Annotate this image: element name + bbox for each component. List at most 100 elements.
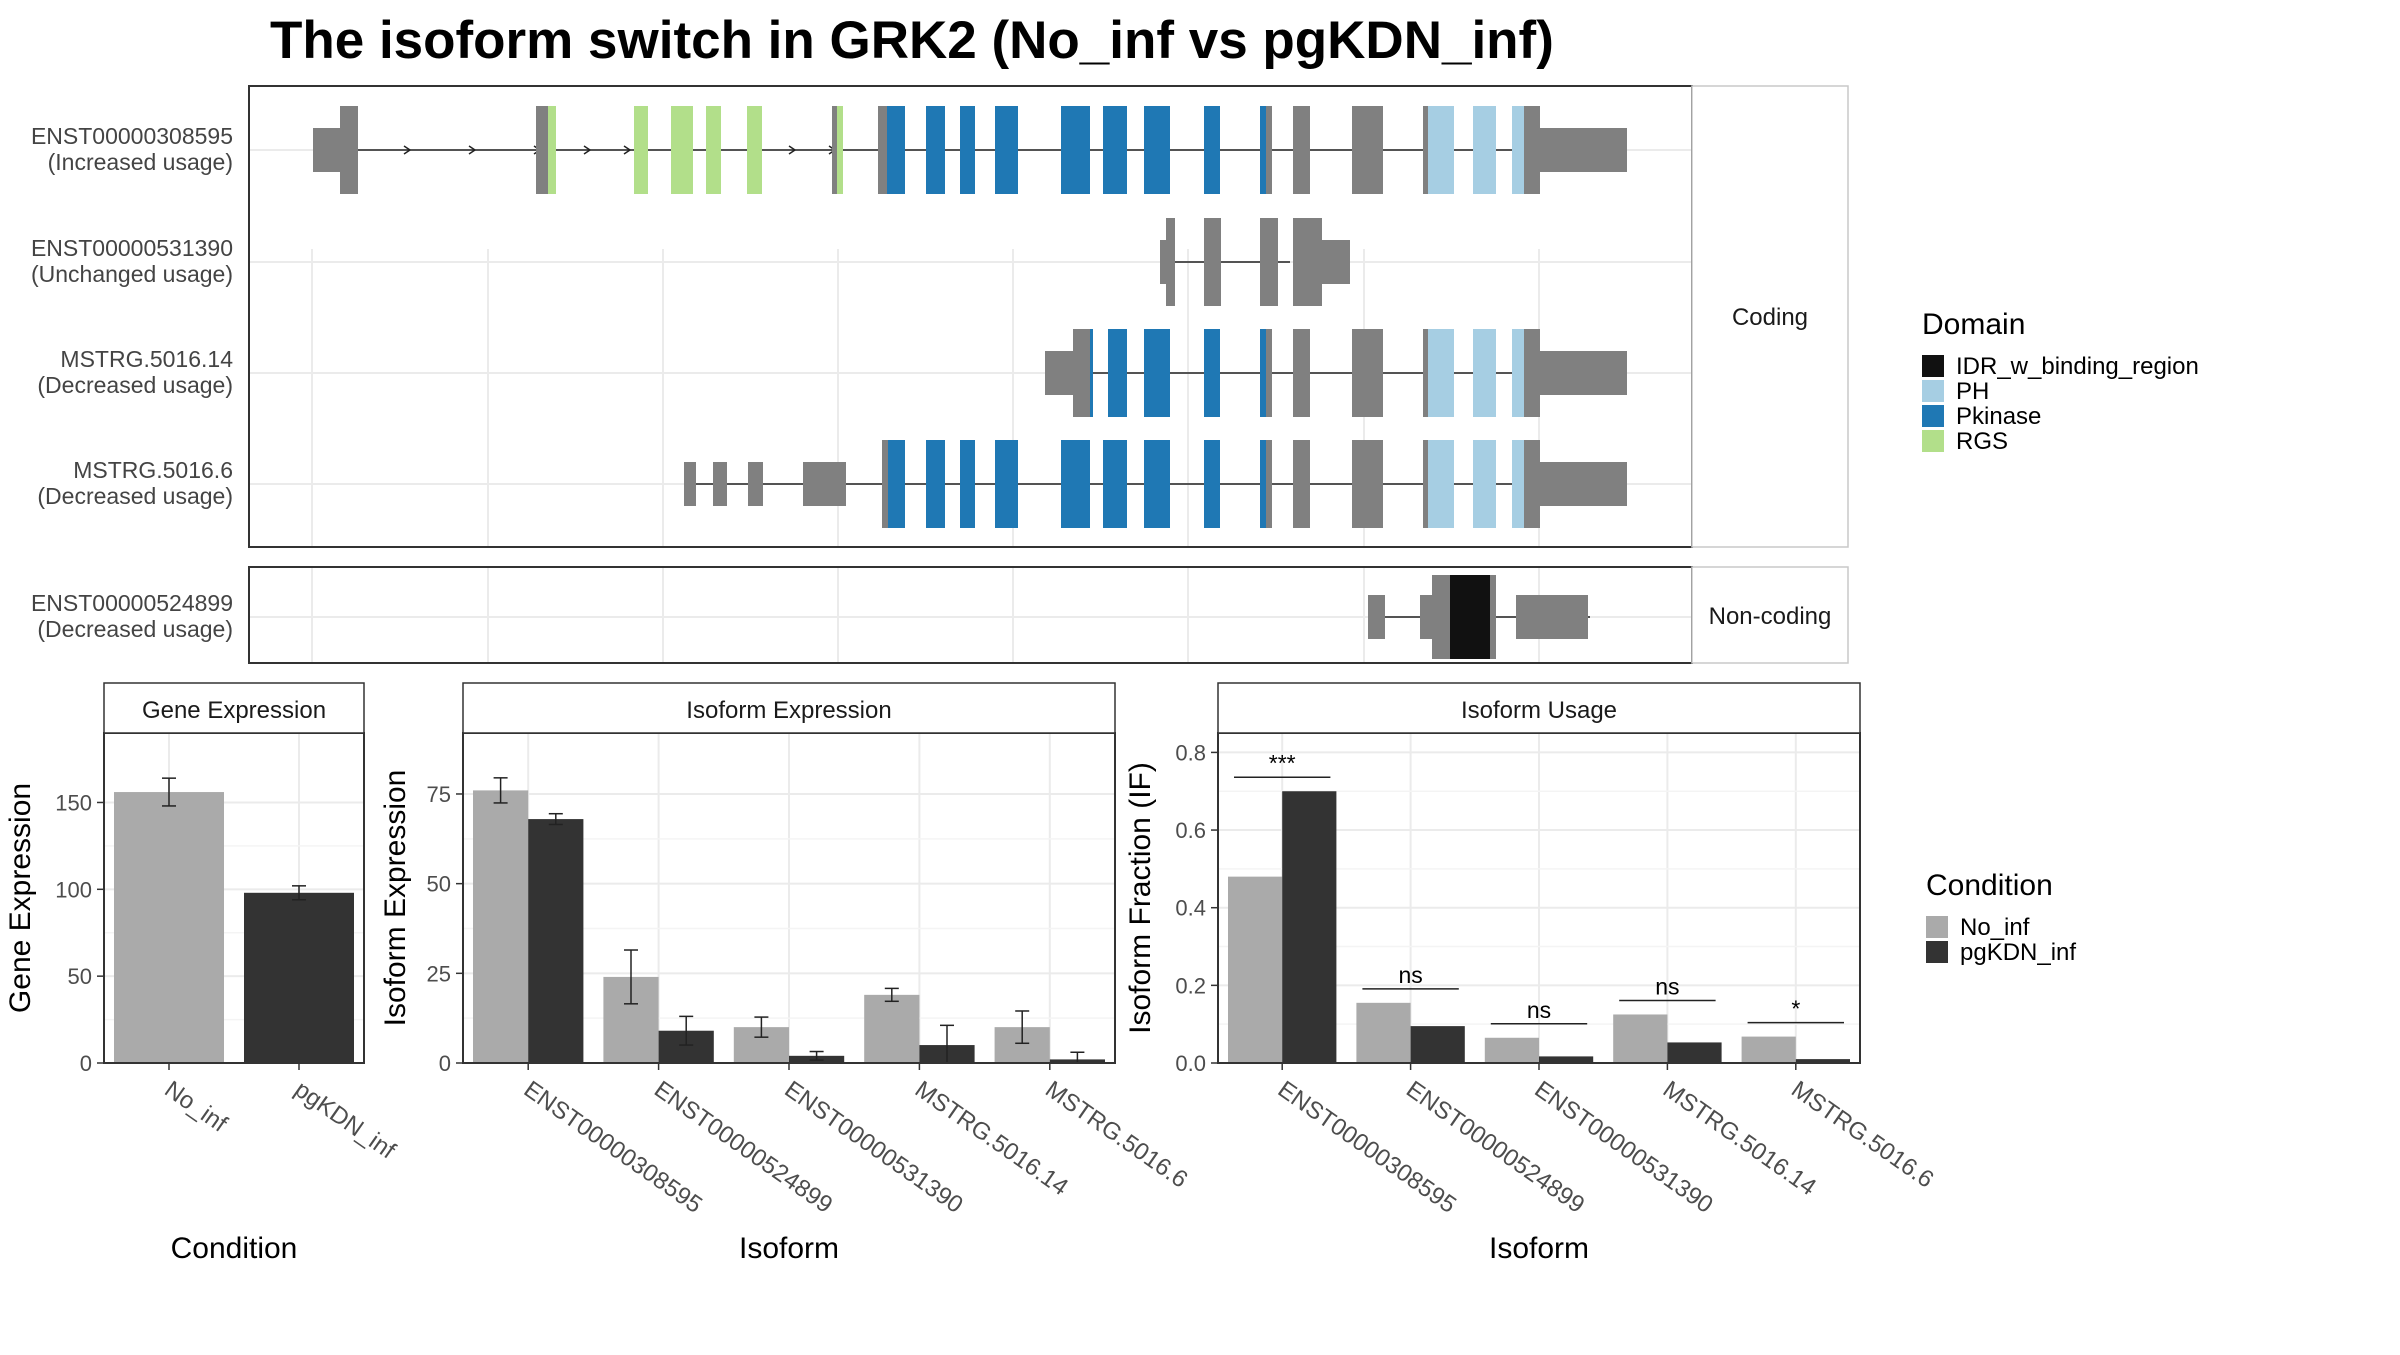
y-tick-label: 0 bbox=[439, 1051, 451, 1076]
bar bbox=[864, 994, 920, 1063]
exon bbox=[1352, 329, 1383, 417]
exon bbox=[1524, 106, 1540, 194]
significance-label: ns bbox=[1527, 997, 1551, 1023]
y-tick-label: 0.0 bbox=[1175, 1051, 1206, 1076]
noncoding-strip-label: Non-coding bbox=[1709, 603, 1832, 630]
bar bbox=[1356, 1002, 1411, 1063]
exon bbox=[1524, 440, 1540, 528]
x-axis-title: Isoform bbox=[1489, 1232, 1589, 1265]
domain-Pkinase bbox=[1061, 440, 1090, 528]
domain-Pkinase bbox=[995, 106, 1018, 194]
figure-title: The isoform switch in GRK2 (No_inf vs pg… bbox=[270, 11, 1554, 70]
domain-Pkinase bbox=[995, 440, 1018, 528]
bar bbox=[244, 892, 354, 1063]
exon bbox=[1352, 106, 1383, 194]
domain-Pkinase bbox=[960, 106, 975, 194]
transcript-usage: (Increased usage) bbox=[48, 149, 233, 175]
transcript-id: ENST00000308595 bbox=[31, 123, 233, 149]
domain-PH bbox=[1512, 106, 1524, 194]
exon bbox=[1260, 218, 1278, 306]
transcript-usage: (Decreased usage) bbox=[37, 372, 233, 398]
bar bbox=[1484, 1037, 1539, 1063]
y-tick-label: 75 bbox=[427, 782, 451, 807]
coding-strip bbox=[1691, 85, 1849, 548]
exon bbox=[536, 106, 548, 194]
exon bbox=[1160, 240, 1166, 284]
significance-label: *** bbox=[1269, 750, 1296, 776]
strand-arrow bbox=[583, 145, 592, 155]
domain-PH bbox=[1473, 440, 1496, 528]
legend-label: Pkinase bbox=[1956, 403, 2041, 430]
bar bbox=[528, 819, 584, 1063]
domain-PH bbox=[1512, 329, 1524, 417]
y-tick-label: 0.2 bbox=[1175, 973, 1206, 998]
strand-arrow bbox=[788, 145, 797, 155]
domain-Pkinase bbox=[1103, 106, 1127, 194]
exon bbox=[1266, 440, 1272, 528]
bar bbox=[1539, 1056, 1594, 1063]
y-tick-label: 0.4 bbox=[1175, 896, 1206, 921]
bar bbox=[1667, 1042, 1722, 1063]
exon bbox=[1266, 329, 1272, 417]
strand-arrow bbox=[403, 145, 412, 155]
legend-swatch bbox=[1926, 916, 1948, 938]
exon bbox=[1352, 440, 1383, 528]
domain-IDR_w_binding_region bbox=[1450, 575, 1490, 659]
exon bbox=[1293, 218, 1322, 306]
panel-title: Isoform Usage bbox=[1461, 697, 1617, 724]
exon bbox=[1423, 106, 1428, 194]
exon bbox=[1516, 595, 1588, 639]
domain-RGS bbox=[747, 106, 762, 194]
domain-Pkinase bbox=[1204, 440, 1220, 528]
transcript-usage: (Unchanged usage) bbox=[31, 261, 233, 287]
domain-Pkinase bbox=[1260, 329, 1266, 417]
y-tick-label: 0.6 bbox=[1175, 818, 1206, 843]
panel-strip bbox=[462, 682, 1116, 734]
y-axis-title: Isoform Fraction (IF) bbox=[1124, 762, 1157, 1034]
bar-charts: Gene Expression 0 50 100 150 No_inf pgKDN_inf C… bbox=[4, 682, 1938, 1265]
domain-Pkinase bbox=[960, 440, 975, 528]
transcript-usage: (Decreased usage) bbox=[37, 483, 233, 509]
exon bbox=[1423, 329, 1428, 417]
domain-Pkinase bbox=[1090, 329, 1093, 417]
strand-arrow bbox=[623, 145, 632, 155]
domain-Pkinase bbox=[1260, 106, 1266, 194]
bar bbox=[1741, 1036, 1796, 1063]
y-tick-label: 50 bbox=[427, 872, 451, 897]
domain-Pkinase bbox=[1144, 329, 1170, 417]
exon bbox=[748, 462, 763, 506]
exon bbox=[1204, 218, 1221, 306]
legend-label: PH bbox=[1956, 378, 1989, 405]
domain-PH bbox=[1473, 106, 1496, 194]
bar bbox=[1613, 1014, 1668, 1063]
exon bbox=[1293, 329, 1310, 417]
panel-strip bbox=[103, 682, 365, 734]
domain-Pkinase bbox=[1103, 440, 1127, 528]
domain-RGS bbox=[706, 106, 721, 194]
exon bbox=[1293, 106, 1310, 194]
y-tick-label: 0.8 bbox=[1175, 740, 1206, 765]
exon bbox=[1166, 218, 1175, 306]
exon bbox=[340, 106, 358, 194]
transcript-id: MSTRG.5016.14 bbox=[60, 346, 233, 372]
condition-legend-title: Condition bbox=[1926, 869, 2053, 902]
panel-title: Gene Expression bbox=[142, 697, 326, 724]
x-axis-title: Isoform bbox=[739, 1232, 839, 1265]
domain-Pkinase bbox=[1260, 440, 1266, 528]
domain-Pkinase bbox=[1108, 329, 1127, 417]
bar bbox=[1795, 1059, 1850, 1063]
x-axis-title: Condition bbox=[171, 1232, 298, 1265]
domain-Pkinase bbox=[926, 440, 945, 528]
significance-label: ns bbox=[1398, 962, 1422, 988]
noncoding-strip bbox=[1691, 566, 1849, 664]
x-tick-label: No_inf bbox=[160, 1076, 233, 1138]
exon bbox=[1490, 575, 1496, 659]
domain-PH bbox=[1428, 440, 1454, 528]
chart-panel: Gene Expression 0 50 100 150 No_inf pgKDN_inf C… bbox=[4, 682, 400, 1265]
legend-swatch bbox=[1926, 941, 1948, 963]
legend-label: IDR_w_binding_region bbox=[1956, 353, 2199, 380]
bar bbox=[1410, 1026, 1465, 1063]
domain-RGS bbox=[548, 106, 556, 194]
